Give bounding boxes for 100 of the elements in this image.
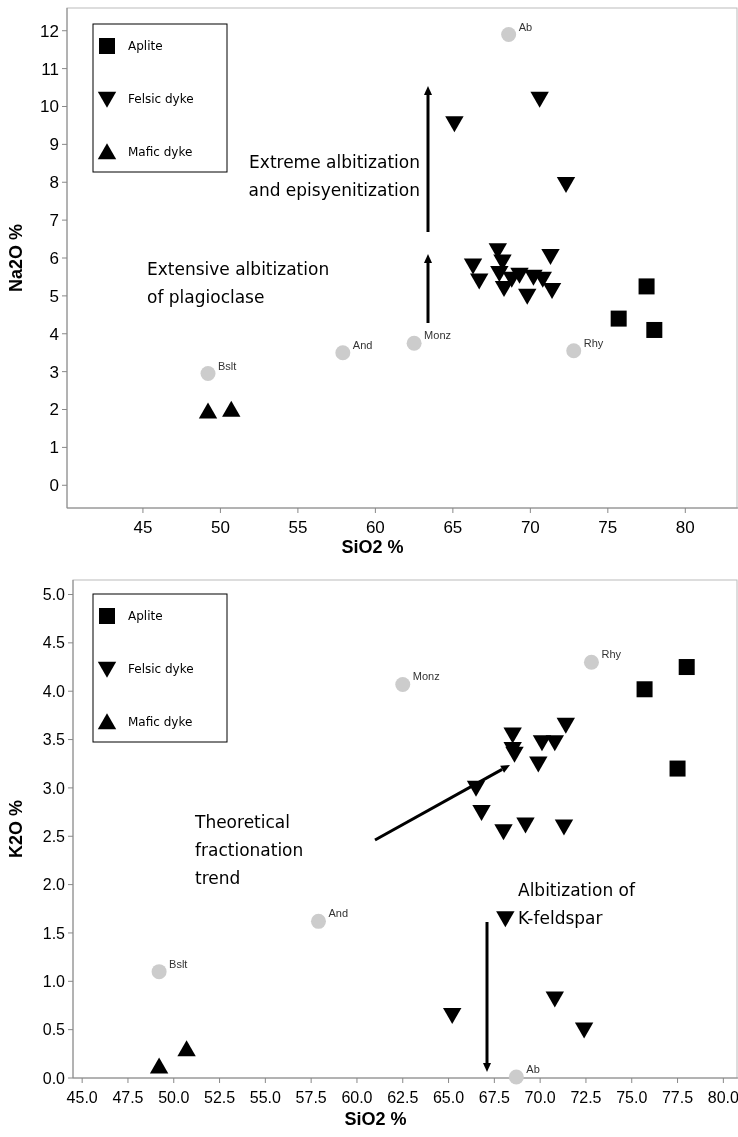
point [177, 1040, 196, 1057]
point [574, 1022, 594, 1039]
point [638, 278, 655, 295]
y-tick-label: 2.0 [42, 876, 66, 894]
point [541, 248, 560, 265]
point [463, 258, 483, 275]
point [510, 267, 529, 284]
y-tick-label: 4.0 [42, 682, 66, 700]
x-tick-label: 65 [443, 518, 463, 537]
x-tick-label: 60 [365, 518, 385, 537]
point [646, 321, 663, 338]
point [466, 780, 486, 797]
point [636, 681, 653, 698]
y-tick-label: 7 [49, 211, 59, 231]
point [395, 676, 411, 692]
y-tick-label: 4 [49, 324, 59, 344]
point [556, 176, 576, 193]
annotation: Rhy [601, 648, 622, 661]
point [566, 343, 582, 359]
y-tick-label: 5.0 [42, 586, 66, 604]
y-axis-title: Na2O % [6, 223, 26, 293]
point [545, 735, 564, 752]
x-tick-label: 70.0 [524, 1089, 556, 1106]
point [494, 824, 513, 841]
point [669, 760, 686, 777]
y-tick-label: 10 [40, 97, 59, 117]
annotation: Monz [424, 329, 452, 342]
point [470, 273, 489, 290]
point [583, 654, 599, 670]
x-tick-label: 80 [675, 518, 695, 537]
point [198, 402, 218, 419]
y-tick-label: 0.0 [42, 1069, 66, 1087]
y-tick-label: 1.5 [42, 924, 66, 942]
legend-label: Aplite [128, 39, 163, 54]
y-tick-label: 0.5 [42, 1021, 66, 1039]
annotation: Rhy [583, 336, 604, 349]
y-tick-label: 2 [49, 400, 59, 420]
point [310, 913, 326, 929]
y-tick-label: 9 [49, 135, 59, 155]
legend-label: Mafic dyke [128, 145, 193, 160]
point [503, 727, 522, 744]
y-tick-label: 3.5 [42, 731, 66, 749]
x-axis-title: SiO2 % [344, 1109, 407, 1129]
x-tick-label: 52.5 [203, 1089, 236, 1106]
x-tick-label: 45.0 [66, 1089, 98, 1106]
point [610, 310, 627, 327]
point [490, 265, 509, 282]
y-tick-label: 8 [49, 173, 59, 193]
legend-label: Aplite [128, 609, 163, 624]
annotation: Theoretical fractionation trend [194, 812, 304, 888]
y-tick-label: 11 [41, 59, 59, 79]
x-tick-label: 70 [520, 518, 540, 537]
point [516, 817, 535, 834]
y-tick-label: 0 [49, 476, 59, 496]
y-tick-label: 1 [49, 438, 59, 458]
point [678, 659, 695, 676]
annotation: Extensive albitization of plagioclase [147, 259, 330, 307]
point [518, 288, 537, 305]
x-tick-label: 67.5 [478, 1089, 511, 1106]
annotation: Albitization of K-feldspar [518, 880, 636, 928]
x-tick-label: 55.0 [249, 1089, 282, 1106]
point [508, 1069, 524, 1085]
annotation: Monz [412, 670, 440, 683]
annotation: Ab [526, 1063, 540, 1076]
x-tick-label: 65.0 [432, 1089, 465, 1106]
x-tick-label: 50 [210, 518, 230, 537]
point [151, 964, 167, 980]
y-tick-label: 3.0 [42, 779, 66, 797]
legend-label: Felsic dyke [128, 92, 194, 107]
point [501, 27, 517, 43]
x-tick-label: 75.0 [616, 1089, 648, 1106]
annotation: Bslt [218, 359, 237, 372]
y-tick-label: 4.5 [42, 634, 66, 652]
point [545, 991, 564, 1008]
y-tick-label: 6 [49, 248, 59, 268]
point [505, 746, 524, 763]
point [335, 345, 351, 361]
point [149, 1057, 169, 1074]
y-tick-label: 12 [40, 21, 59, 41]
point [542, 283, 562, 299]
x-tick-label: 77.5 [661, 1089, 694, 1106]
point [200, 366, 216, 382]
point [443, 1007, 462, 1024]
y-tick-label: 1.0 [42, 972, 66, 990]
annotation: Ab [518, 20, 533, 33]
x-tick-label: 45 [133, 518, 153, 537]
x-tick-label: 50.0 [158, 1089, 190, 1106]
annotation: And [328, 907, 349, 920]
x-tick-label: 80.0 [707, 1089, 738, 1106]
y-tick-label: 2.5 [42, 827, 66, 845]
x-tick-label: 75 [598, 518, 618, 537]
annotation: Bslt [169, 957, 188, 970]
point [445, 116, 464, 133]
y-tick-label: 3 [49, 362, 59, 382]
x-tick-label: 55 [288, 518, 308, 537]
point [494, 281, 514, 298]
y-tick-label: 5 [49, 286, 59, 306]
legend-label: Felsic dyke [128, 662, 194, 677]
point [530, 91, 549, 108]
point [554, 819, 574, 836]
